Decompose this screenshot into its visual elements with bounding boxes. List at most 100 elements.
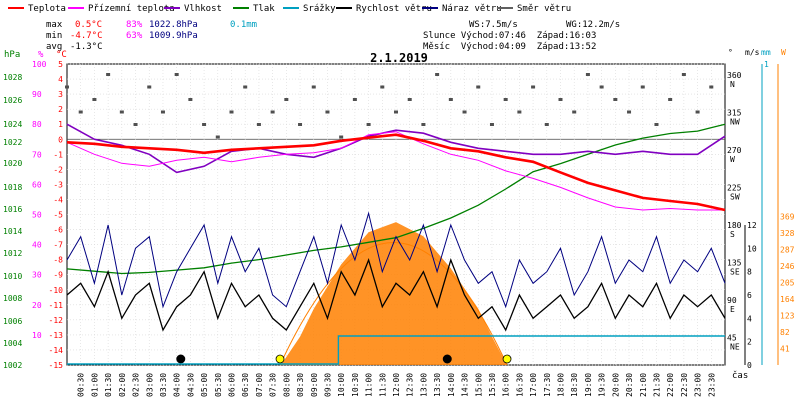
- wind-dir-point: [92, 98, 97, 101]
- speed-tick-label: 10: [747, 244, 757, 253]
- legend-label-0: Teplota: [28, 4, 66, 14]
- solar-area: [280, 222, 507, 365]
- moonrise-marker: [176, 354, 186, 364]
- temp-tick-label: -5: [53, 211, 63, 220]
- legend-label-6: Náraz větru: [442, 4, 502, 14]
- temp-tick-label: -4: [53, 195, 63, 204]
- stats-block: max 0.5°C 83% 1022.8hPa 0.1mm min -4.7°C…: [46, 20, 257, 52]
- time-tick-label: 06:30: [241, 373, 250, 397]
- time-tick-label: 12:30: [406, 373, 415, 397]
- sun-times: Slunce Východ:07:46 Západ:16:03: [423, 31, 596, 41]
- stat-max-hum: 83%: [126, 20, 143, 30]
- press-tick-label: 1026: [3, 96, 22, 105]
- time-tick-label: 11:00: [365, 373, 374, 397]
- wind-dir-point: [709, 85, 714, 89]
- time-tick-label: 10:00: [337, 373, 346, 397]
- temp-tick-label: -10: [49, 286, 64, 295]
- time-tick-label: 09:30: [323, 373, 332, 397]
- time-tick-label: 04:00: [173, 373, 182, 397]
- hum-tick-label: 80: [32, 120, 42, 129]
- wind-dir-point: [517, 110, 522, 114]
- hum-tick-label: 30: [32, 271, 42, 280]
- wind-dir-point: [695, 110, 700, 114]
- temp-tick-label: 0: [58, 135, 63, 144]
- solar-tick-label: 41: [780, 345, 790, 354]
- wind-dir-point: [627, 110, 632, 114]
- temp-unit: °C: [56, 50, 67, 60]
- time-tick-label: 05:00: [200, 373, 209, 397]
- dir-tick-compass: W: [730, 155, 735, 164]
- dir-tick-compass: NW: [730, 118, 740, 127]
- moon-times: Měsíc Východ:04:09 Západ:13:52: [423, 42, 596, 52]
- temp-tick-label: -6: [53, 226, 63, 235]
- wind-dir-point: [256, 123, 261, 126]
- wind-dir-point: [681, 73, 686, 76]
- stat-max-temp: 0.5°C: [75, 20, 102, 30]
- wind-dir-point: [531, 85, 536, 89]
- time-tick-label: 16:30: [515, 373, 524, 397]
- wind-dir-point: [270, 110, 275, 114]
- temp-tick-label: 1: [58, 120, 63, 129]
- legend-label-2: Vlhkost: [184, 4, 222, 14]
- wind-dir-point: [202, 123, 207, 126]
- wind-dir-point: [462, 110, 467, 114]
- wind-dir-point: [215, 135, 220, 139]
- wind-dir-point: [435, 73, 440, 76]
- time-tick-label: 08:30: [296, 373, 305, 397]
- solar-tick-label: 369: [780, 213, 795, 222]
- press-tick-label: 1014: [3, 227, 22, 236]
- time-tick-label: 13:30: [433, 373, 442, 397]
- plot-area: [65, 73, 726, 366]
- wind-dir-point: [572, 110, 577, 114]
- hum-tick-label: 70: [32, 150, 42, 159]
- temp-tick-label: -8: [53, 256, 63, 265]
- dir-tick-label: 270: [727, 146, 742, 155]
- wind-speed-line: [66, 257, 726, 332]
- time-tick-label: 19:00: [584, 373, 593, 397]
- wind-dir-point: [380, 85, 385, 89]
- dir-tick-compass: N: [730, 80, 735, 89]
- time-tick-label: 23:30: [707, 373, 716, 397]
- hum-tick-label: 10: [32, 331, 42, 340]
- hum-tick-label: 90: [32, 90, 42, 99]
- dir-tick-compass: E: [730, 305, 735, 314]
- dir-tick-label: 45: [727, 334, 737, 343]
- wind-dir-point: [668, 98, 673, 101]
- humidity-line: [66, 123, 726, 174]
- solar-tick-label: 164: [780, 295, 795, 304]
- time-tick-label: 07:30: [269, 373, 278, 397]
- stat-min-temp: -4.7°C: [70, 31, 103, 41]
- stat-min-hum: 63%: [126, 31, 143, 41]
- time-tick-label: 02:30: [132, 373, 141, 397]
- legend-label-4: Srážky: [303, 4, 336, 14]
- wind-dir-point: [243, 85, 248, 89]
- press-tick-label: 1022: [3, 138, 22, 147]
- time-tick-label: 01:00: [90, 373, 99, 397]
- temperature-line: [66, 133, 726, 212]
- press-tick-label: 1004: [3, 339, 22, 348]
- time-tick-label: 14:00: [447, 373, 456, 397]
- wind-dir-point: [311, 85, 316, 89]
- speed-tick-label: 8: [747, 268, 752, 277]
- wind-dir-point: [585, 73, 590, 76]
- time-tick-label: 09:00: [310, 373, 319, 397]
- dir-tick-compass: SE: [730, 268, 740, 277]
- dir-tick-compass: S: [730, 230, 735, 239]
- wind-dir-point: [394, 110, 398, 114]
- time-tick-label: 12:00: [392, 373, 401, 397]
- wind-dir-point: [407, 98, 412, 101]
- speed-tick-label: 12: [747, 221, 757, 230]
- sunrise-marker: [275, 354, 285, 364]
- legend-label-7: Směr větru: [517, 4, 571, 14]
- speed-tick-label: 0: [747, 361, 752, 370]
- time-tick-label: 21:00: [639, 373, 648, 397]
- press-tick-label: 1020: [3, 159, 22, 168]
- press-tick-label: 1024: [3, 120, 22, 129]
- stat-min-label: min: [46, 31, 62, 41]
- wind-dir-point: [640, 85, 645, 89]
- dir-unit: °: [728, 48, 733, 57]
- press-tick-label: 1018: [3, 183, 22, 192]
- time-tick-label: 15:00: [474, 373, 483, 397]
- time-tick-label: 20:30: [625, 373, 634, 397]
